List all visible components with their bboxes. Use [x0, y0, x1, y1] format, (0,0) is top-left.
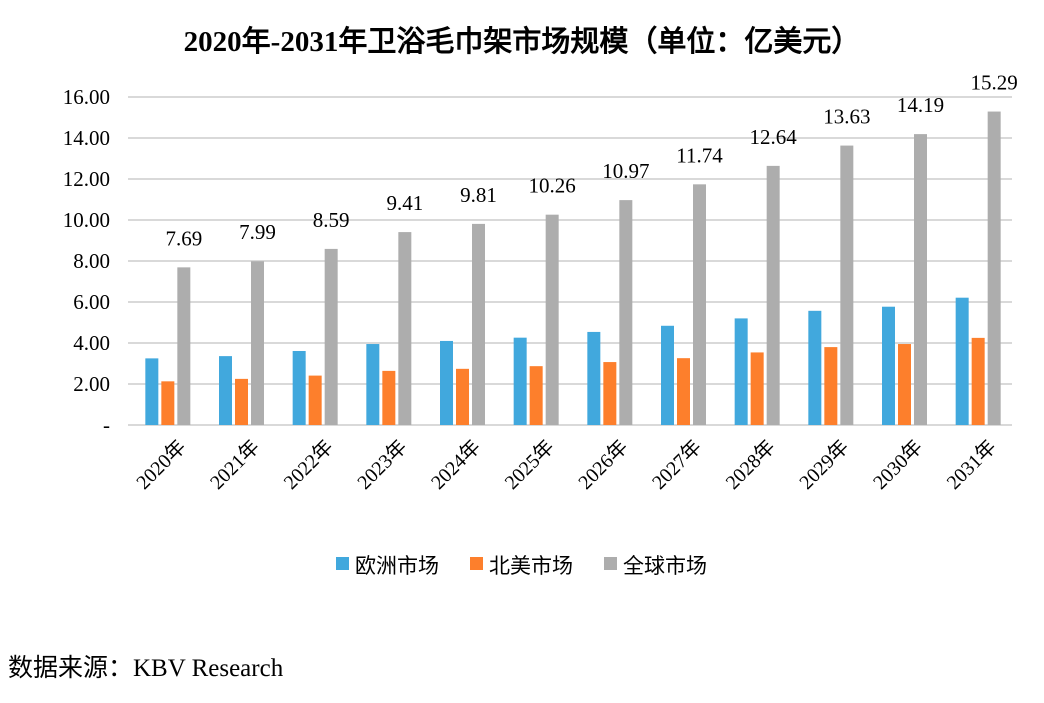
bar-europe [145, 358, 159, 425]
bar-europe [661, 325, 674, 425]
x-tick-label: 2025年 [500, 435, 559, 494]
x-tick-label: 2027年 [647, 435, 706, 494]
bar-north-america [235, 378, 248, 425]
y-tick-label: 12.00 [63, 167, 110, 191]
bar-europe [955, 297, 969, 425]
data-label: 7.69 [165, 226, 202, 250]
data-label: 10.26 [529, 174, 576, 198]
legend-swatch [470, 557, 483, 570]
bar-global [545, 214, 559, 425]
bar-europe [292, 350, 306, 425]
chart-title: 2020年-2031年卫浴毛巾架市场规模（单位：亿美元） [183, 26, 861, 58]
x-tick-label: 2021年 [205, 435, 264, 494]
data-label: 8.59 [313, 208, 350, 232]
data-label: 9.81 [460, 183, 497, 207]
bar-europe [513, 337, 527, 425]
bar-global [840, 145, 854, 425]
bar-europe [882, 306, 895, 425]
bar-global [987, 111, 1001, 426]
y-tick-label: - [103, 413, 110, 437]
bar-europe [734, 318, 748, 425]
data-label: 15.29 [971, 71, 1018, 95]
bar-north-america [750, 352, 764, 425]
legend-swatch [604, 557, 617, 570]
y-tick-label: 10.00 [63, 208, 110, 232]
bar-global [766, 165, 780, 425]
y-tick-label: 6.00 [73, 290, 110, 314]
bar-north-america [456, 368, 469, 425]
bar-global [914, 134, 927, 426]
bar-north-america [308, 375, 322, 425]
bar-north-america [529, 366, 543, 425]
x-tick-label: 2022年 [279, 435, 338, 494]
bar-global [324, 248, 338, 425]
bar-europe [440, 340, 453, 425]
y-tick-label: 8.00 [73, 249, 110, 273]
bar-global [251, 261, 264, 425]
data-source: 数据来源：KBV Research [8, 655, 284, 682]
bar-global [398, 232, 412, 425]
legend-label: 欧洲市场 [355, 554, 439, 578]
bar-north-america [971, 337, 985, 425]
bar-global [619, 200, 633, 425]
x-tick-label: 2028年 [721, 435, 780, 494]
x-tick-label: 2030年 [868, 435, 927, 494]
bar-north-america [824, 347, 838, 425]
bar-north-america [677, 358, 690, 425]
data-label: 7.99 [239, 220, 276, 244]
bar-europe [587, 331, 601, 425]
data-label: 9.41 [386, 191, 423, 215]
y-tick-label: 16.00 [63, 85, 110, 109]
bar-europe [219, 356, 232, 425]
x-tick-label: 2026年 [574, 435, 633, 494]
x-tick-label: 2024年 [426, 435, 485, 494]
x-tick-label: 2023年 [353, 435, 412, 494]
bar-north-america [603, 362, 617, 425]
x-tick-label: 2031年 [942, 435, 1001, 494]
x-tick-label: 2029年 [795, 435, 854, 494]
bar-global [472, 223, 485, 425]
x-tick-label: 2020年 [132, 435, 191, 494]
bar-global [693, 184, 706, 425]
bar-global [177, 267, 191, 425]
bar-europe [366, 344, 380, 425]
bar-north-america [382, 370, 396, 425]
data-label: 13.63 [823, 105, 870, 129]
bar-europe [808, 310, 822, 425]
bar-north-america [898, 344, 911, 425]
legend-label: 北美市场 [489, 554, 573, 578]
data-label: 12.64 [750, 125, 798, 149]
y-tick-label: 2.00 [73, 372, 110, 396]
legend-swatch [336, 557, 349, 570]
legend-label: 全球市场 [623, 554, 707, 578]
data-label: 11.74 [676, 143, 723, 167]
data-label: 10.97 [602, 159, 649, 183]
y-tick-label: 4.00 [73, 331, 110, 355]
bar-north-america [161, 381, 175, 425]
data-label: 14.19 [897, 93, 944, 117]
y-tick-label: 14.00 [63, 126, 110, 150]
